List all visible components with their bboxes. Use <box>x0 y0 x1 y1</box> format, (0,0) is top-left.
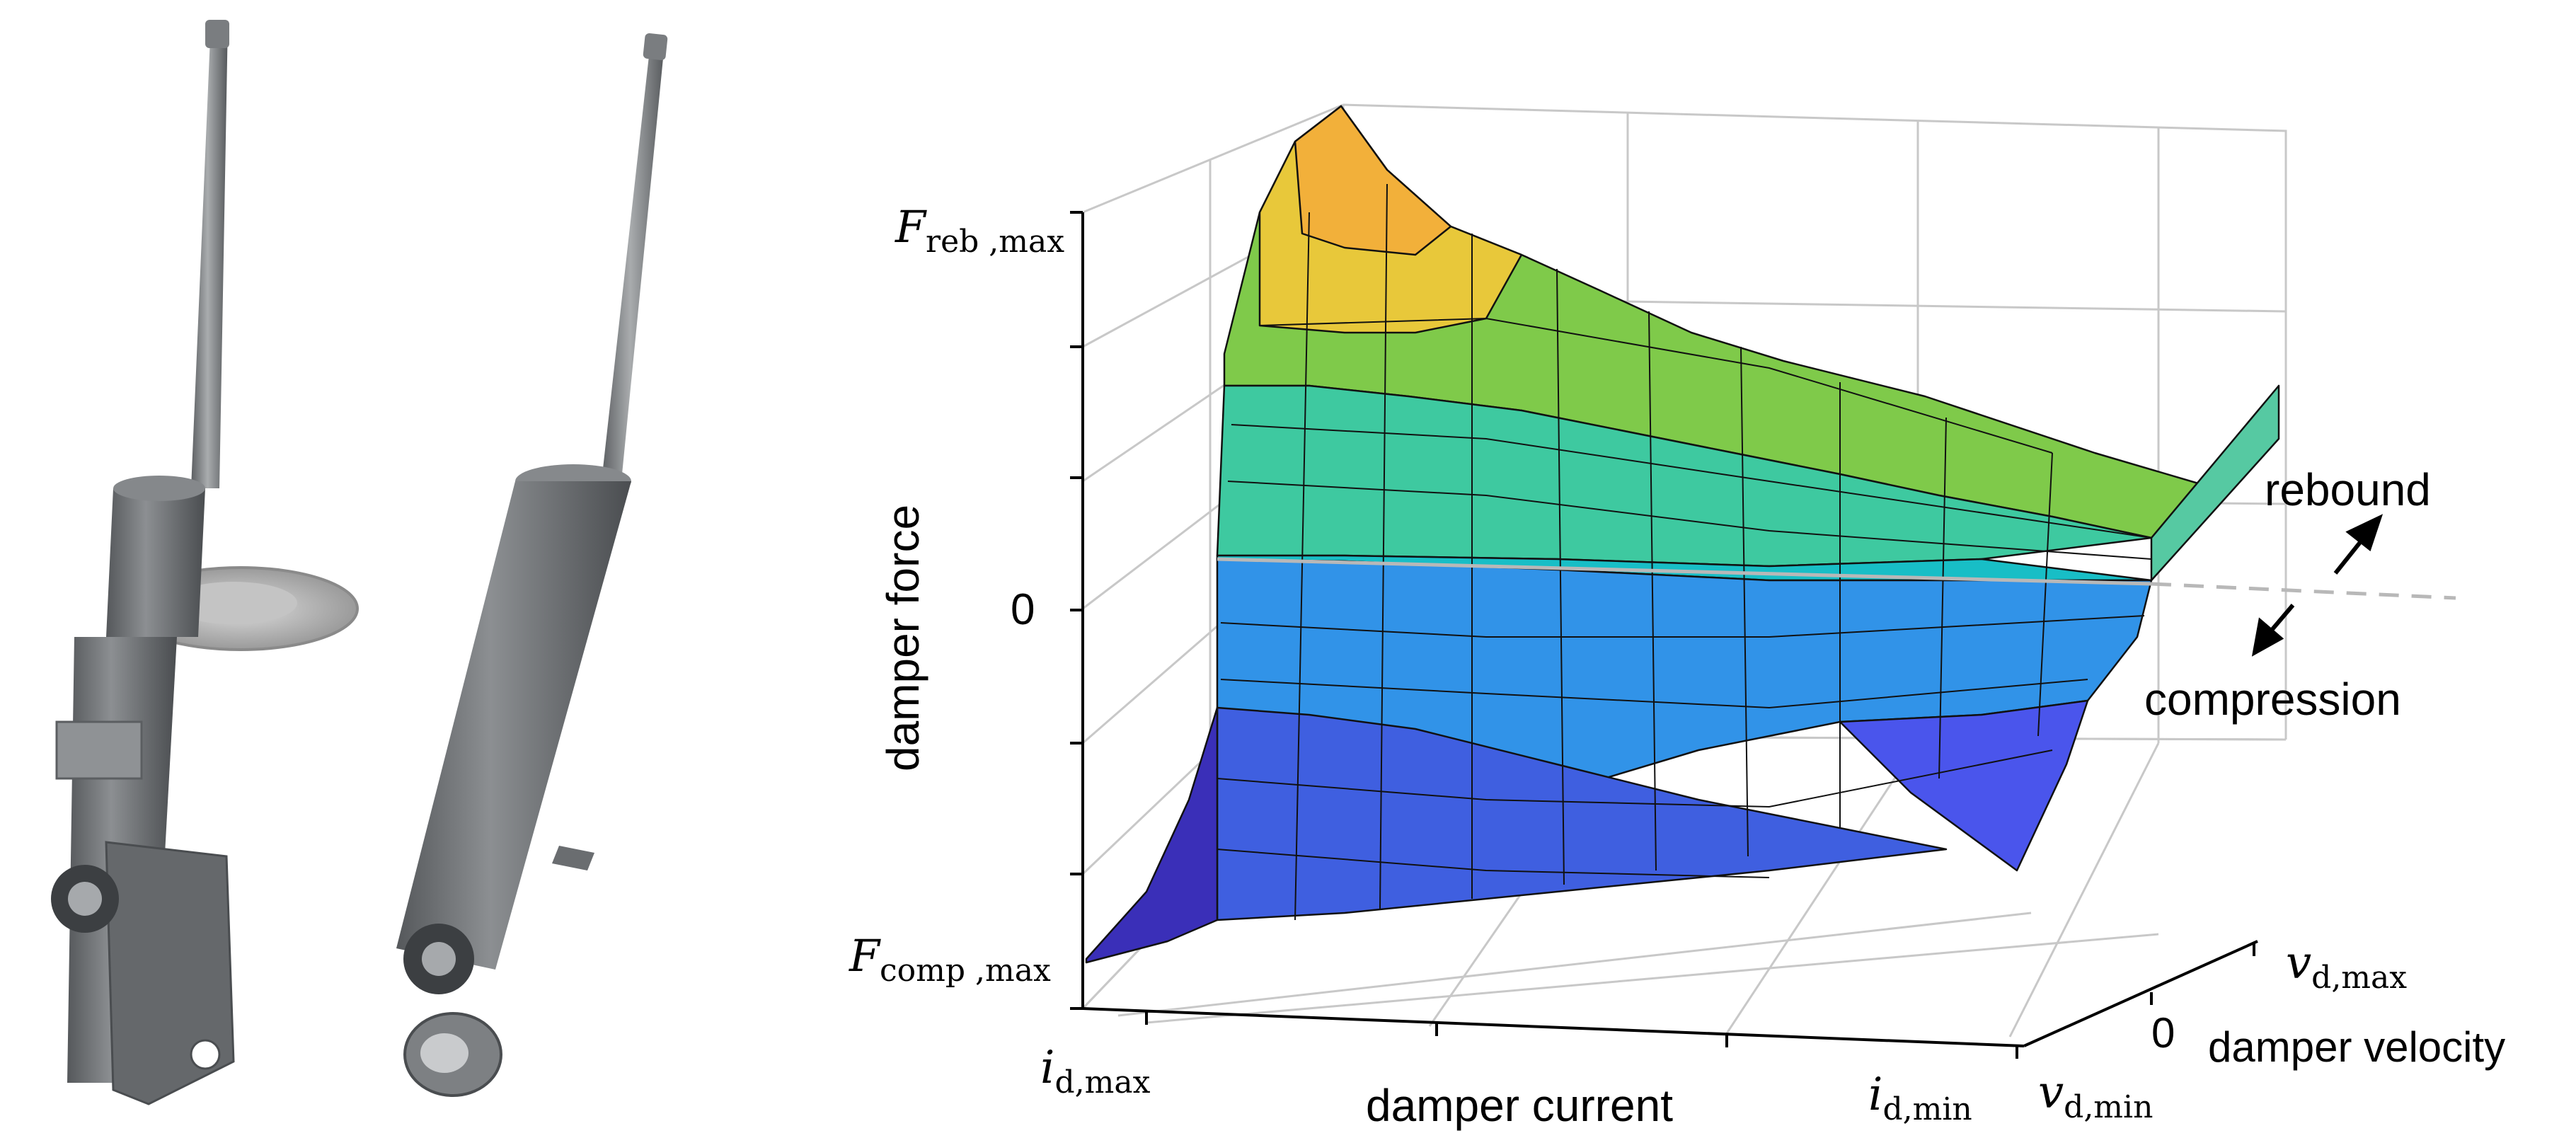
label-compression: compression <box>2144 674 2401 725</box>
strut-2-body <box>396 481 631 970</box>
current-axis-title: damper current <box>1366 1080 1673 1131</box>
surface-right-wing <box>2150 384 2280 582</box>
label-f-reb-max: Freb ,max <box>895 201 1064 260</box>
label-v-d-max: vd,max <box>2286 937 2407 996</box>
strut-1-knuckle-bracket <box>105 841 235 1105</box>
strut-1-rod-tip <box>205 20 229 48</box>
response-surface <box>1085 105 2280 964</box>
surface-plot: Freb ,max 0 Fcomp ,max damper force id,m… <box>849 103 2505 1131</box>
surface-compression-deep <box>1216 706 1948 921</box>
axes <box>1070 211 2258 1059</box>
label-v-d-min: vd,min <box>2038 1067 2153 1125</box>
surface-orange-peak <box>1294 105 1452 256</box>
strut-mcpherson <box>51 20 359 1105</box>
strut-1-spring-seat-inner <box>170 582 297 624</box>
surface-mesh <box>1217 183 2152 921</box>
strut-2-mount-tab <box>552 846 594 870</box>
velocity-axis-title: damper velocity <box>2208 1023 2505 1071</box>
strut-twin-tube <box>396 33 668 1097</box>
label-i-d-min: id,min <box>1868 1069 1972 1127</box>
zero-force-line <box>1217 557 2456 600</box>
label-rebound: rebound <box>2265 464 2431 515</box>
rebound-arrow <box>2333 536 2366 575</box>
surface-compression-front <box>1085 706 1219 964</box>
velocity-axis-line <box>2023 940 2258 1047</box>
strut-2-lower-bushing-inner <box>420 1033 468 1073</box>
strut-1-piston-rod <box>191 21 228 488</box>
compression-arrow <box>2267 604 2295 635</box>
label-f-comp-max: Fcomp ,max <box>849 930 1051 989</box>
strut-1-upper-cylinder <box>106 488 205 637</box>
force-axis-labels: Freb ,max 0 Fcomp ,max damper force <box>849 201 1064 989</box>
surface-compression-lip <box>1839 699 2089 872</box>
force-axis-title: damper force <box>878 505 928 771</box>
strut-1-bolt-hole <box>190 1039 221 1070</box>
label-zero-velocity: 0 <box>2151 1009 2175 1057</box>
annotation-arrows <box>2251 514 2384 657</box>
strut-2-rod-tip <box>643 33 668 60</box>
strut-2-piston-rod <box>602 37 665 481</box>
strut-1-upper-cap <box>113 476 205 501</box>
label-i-d-max: id,max <box>1040 1042 1151 1100</box>
annotation-labels: rebound compression <box>2144 464 2431 725</box>
strut-1-bracket-clip <box>55 720 143 780</box>
label-zero-force: 0 <box>1011 585 1035 634</box>
current-axis-line <box>1082 1007 2025 1047</box>
current-axis-labels: id,max damper current id,min <box>1040 1042 1972 1131</box>
strut-1-bushing-inner <box>68 882 102 916</box>
velocity-axis-labels: vd,max 0 damper velocity vd,min <box>2038 937 2505 1125</box>
strut-2-upper-eye-inner <box>422 942 456 976</box>
